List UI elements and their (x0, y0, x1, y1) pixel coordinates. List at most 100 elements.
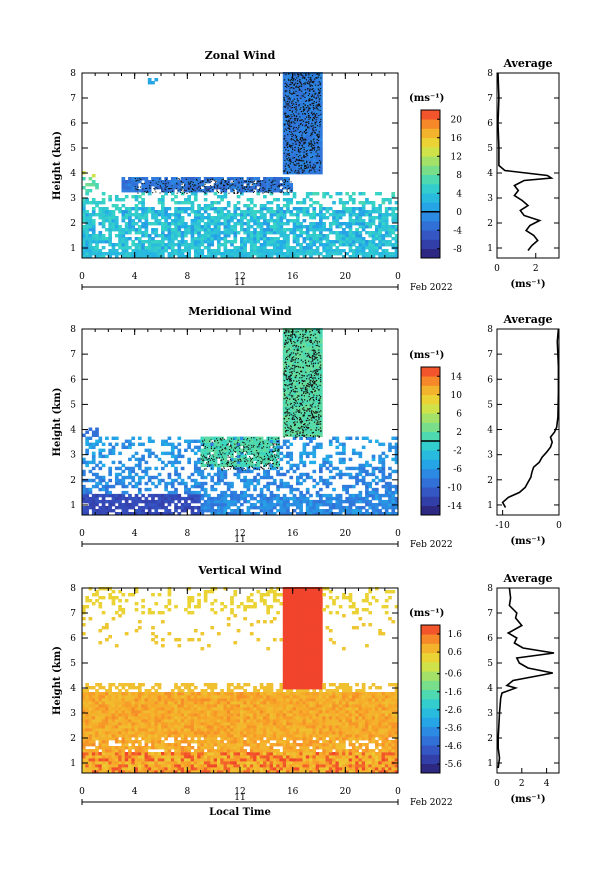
zonal-speckle-dot (290, 88, 291, 89)
meridional-heatmap-cell (194, 464, 198, 467)
meridional-heatmap-cell (164, 497, 168, 500)
meridional-heatmap-cell (151, 503, 155, 506)
zonal-speckle-dot (222, 189, 223, 190)
zonal-heatmap-cell (378, 222, 382, 225)
zonal-speckle-dot (267, 192, 268, 193)
zonal-speckle-dot (291, 132, 292, 133)
zonal-heatmap-cell (355, 222, 359, 225)
zonal-heatmap-cell (349, 210, 353, 213)
meridional-heatmap-cell (108, 452, 112, 455)
meridional-heatmap-cell (115, 479, 119, 482)
zonal-speckle-dot (296, 136, 297, 137)
zonal-speckle-dot (310, 165, 311, 166)
meridional-heatmap-cell (214, 482, 218, 485)
meridional-heatmap-cell (102, 494, 106, 497)
zonal-heatmap-cell (92, 237, 96, 240)
zonal-speckle-dot (230, 186, 231, 187)
zonal-heatmap-cell (181, 234, 185, 237)
zonal-heatmap-cell (342, 231, 346, 234)
meridional-heatmap-cell (289, 458, 293, 461)
zonal-date-month: Feb 2022 (410, 283, 453, 293)
meridional-heatmap-cell (210, 443, 214, 446)
meridional-heatmap-cell (224, 473, 228, 476)
zonal-heatmap-cell (98, 210, 102, 213)
zonal-heatmap-cell (312, 216, 316, 219)
zonal-speckle-dot (302, 75, 303, 76)
zonal-heatmap-cell (378, 210, 382, 213)
zonal-heatmap-cell (322, 213, 326, 216)
zonal-heatmap-cell (220, 252, 224, 255)
zonal-heatmap-cell (191, 240, 195, 243)
zonal-speckle-dot (297, 98, 298, 99)
zonal-speckle-dot (221, 193, 222, 194)
zonal-heatmap-cell (161, 201, 165, 204)
zonal-heatmap-cell (250, 213, 254, 216)
zonal-heatmap-cell (345, 243, 349, 246)
zonal-heatmap-cell (247, 228, 251, 231)
zonal-heatmap-cell (161, 249, 165, 252)
zonal-heatmap-cell (253, 204, 257, 207)
zonal-heatmap-cell (125, 186, 129, 189)
meridional-heatmap-cell (289, 422, 293, 425)
zonal-heatmap-cell (128, 207, 132, 210)
meridional-heatmap-cell (187, 503, 191, 506)
zonal-heatmap-cell (266, 243, 270, 246)
zonal-speckle-dot (314, 171, 315, 172)
zonal-heatmap-cell (326, 192, 330, 195)
meridional-heatmap-cell (108, 509, 112, 512)
zonal-heatmap-cell (349, 249, 353, 252)
zonal-speckle-dot (137, 179, 138, 180)
zonal-speckle-dot (301, 111, 302, 112)
meridional-heatmap-cell (217, 509, 221, 512)
meridional-heatmap-cell (256, 479, 260, 482)
zonal-heatmap-cell (177, 246, 181, 249)
meridional-heatmap-cell (283, 443, 287, 446)
meridional-heatmap-cell (164, 500, 168, 503)
meridional-heatmap-cell (326, 509, 330, 512)
zonal-speckle-dot (274, 184, 275, 185)
meridional-heatmap-cell (210, 497, 214, 500)
zonal-heatmap-cell (378, 219, 382, 222)
zonal-heatmap-cell (187, 213, 191, 216)
zonal-heatmap-cell (391, 219, 395, 222)
meridional-heatmap-cell (89, 470, 93, 473)
meridional-heatmap-cell (335, 503, 339, 506)
zonal-heatmap-cell (201, 219, 205, 222)
zonal-heatmap-cell (171, 246, 175, 249)
zonal-heatmap-cell (145, 180, 149, 183)
zonal-heatmap-cell (197, 252, 201, 255)
zonal-heatmap-cell (145, 228, 149, 231)
zonal-speckle-dot (291, 170, 292, 171)
meridional-heatmap-cell (303, 449, 307, 452)
zonal-speckle-dot (142, 188, 143, 189)
zonal-heatmap-cell (306, 228, 310, 231)
meridional-heatmap-cell (332, 506, 336, 509)
meridional-heatmap-cell (164, 509, 168, 512)
zonal-heatmap-cell (316, 213, 320, 216)
zonal-speckle-dot (296, 110, 297, 111)
zonal-heatmap-cell (283, 210, 287, 213)
zonal-speckle-dot (305, 118, 306, 119)
zonal-heatmap-cell (217, 219, 221, 222)
zonal-speckle-dot (269, 190, 270, 191)
zonal-heatmap-cell (204, 231, 208, 234)
meridional-heatmap-cell (108, 506, 112, 509)
meridional-heatmap-cell (247, 479, 251, 482)
zonal-speckle-dot (193, 182, 194, 183)
zonal-heatmap-cell (293, 207, 297, 210)
zonal-heatmap-cell (191, 177, 195, 180)
zonal-heatmap-cell (145, 177, 149, 180)
zonal-heatmap-cell (335, 249, 339, 252)
meridional-heatmap-cell (148, 440, 152, 443)
meridional-heatmap-cell (329, 464, 333, 467)
zonal-speckle-dot (313, 81, 314, 82)
zonal-heatmap-cell (201, 237, 205, 240)
zonal-heatmap-cell (352, 243, 356, 246)
zonal-heatmap-cell (201, 216, 205, 219)
meridional-heatmap-cell (263, 485, 267, 488)
meridional-heatmap-cell (345, 506, 349, 509)
meridional-heatmap-cell (273, 479, 277, 482)
zonal-average-x-label: (ms⁻¹) (510, 279, 545, 290)
meridional-heatmap-cell (217, 479, 221, 482)
meridional-heatmap-cell (174, 509, 178, 512)
